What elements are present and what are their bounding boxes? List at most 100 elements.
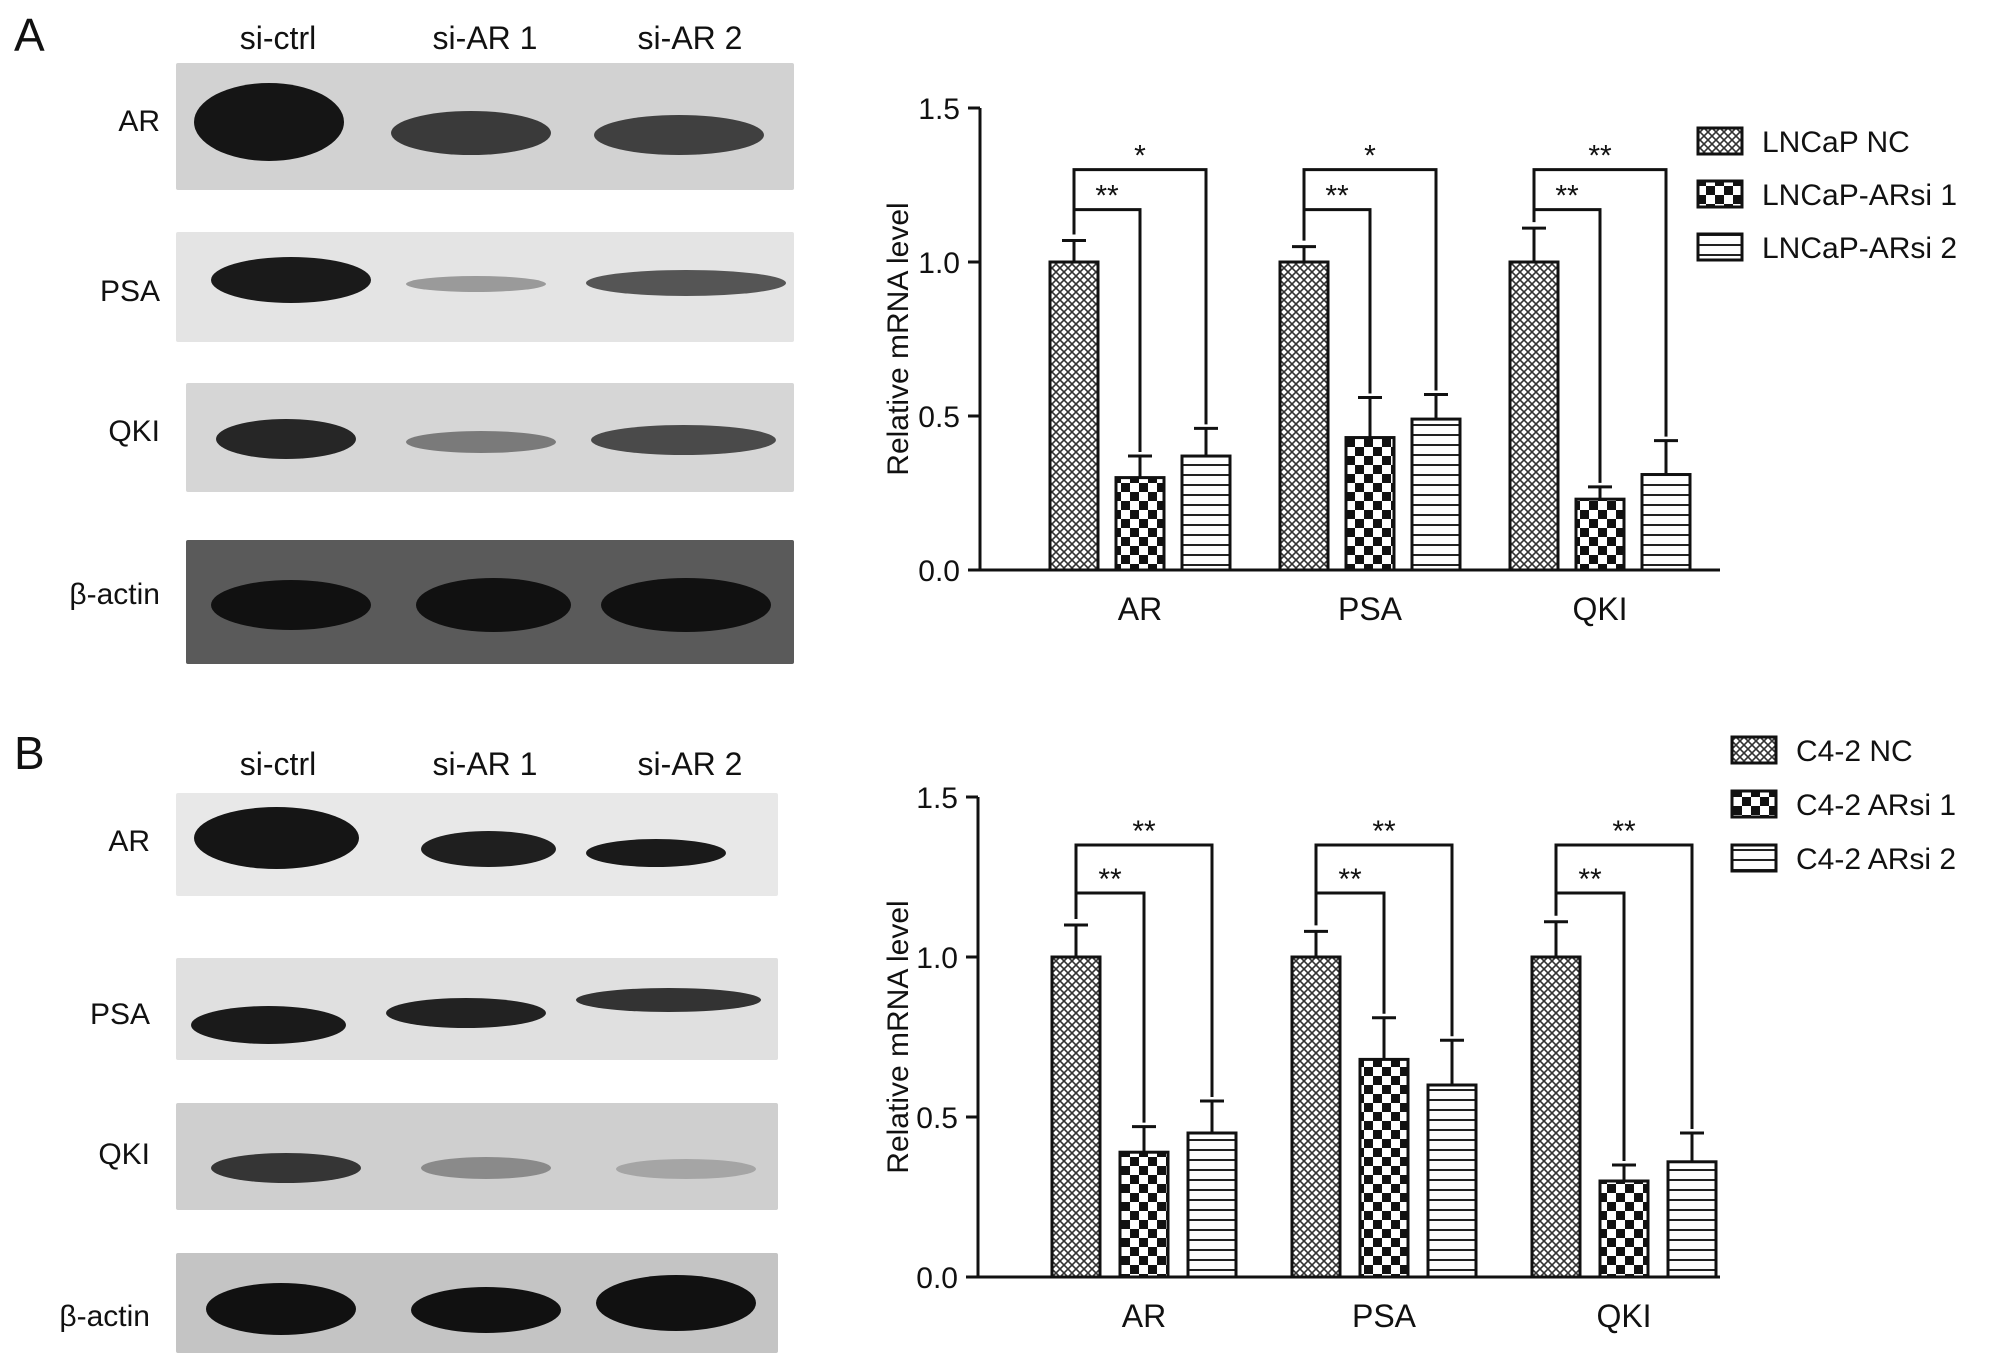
y-tick-label: 1.0 xyxy=(916,942,958,975)
significance-bracket xyxy=(1554,891,1626,1161)
x-tick-label: PSA xyxy=(1352,1298,1417,1334)
x-tick-label: PSA xyxy=(1338,591,1403,627)
blot-band xyxy=(586,839,726,867)
bar xyxy=(1050,955,1102,1279)
bar xyxy=(1358,1057,1410,1279)
lane-label-si-ar-2: si-AR 2 xyxy=(637,20,743,56)
y-axis-label: Relative mRNA level xyxy=(882,900,915,1173)
significance-bracket xyxy=(1314,843,1454,1037)
significance-bracket xyxy=(1314,891,1386,1014)
bar xyxy=(1640,473,1692,572)
bar xyxy=(1574,497,1626,572)
bar xyxy=(1278,260,1330,572)
lane-label-si-ctrl: si-ctrl xyxy=(239,746,317,782)
bar xyxy=(1598,1179,1650,1279)
legend-swatch xyxy=(1696,126,1744,156)
significance-bracket xyxy=(1532,168,1668,437)
bar xyxy=(1290,955,1342,1279)
blot-strip-qki xyxy=(186,383,794,492)
significance-label: * xyxy=(1364,140,1376,173)
bar xyxy=(1508,260,1560,572)
significance-label: ** xyxy=(1578,863,1602,896)
blot-band xyxy=(194,807,359,869)
legend-swatch xyxy=(1730,735,1778,765)
row-label-qki: QKI xyxy=(108,415,160,448)
row-label-qki: QKI xyxy=(98,1138,150,1171)
panel-letter-b: B xyxy=(14,727,45,779)
x-tick-label: AR xyxy=(1118,591,1162,627)
y-tick-label: 1.5 xyxy=(918,93,960,126)
blot-band xyxy=(416,578,571,632)
blot-band xyxy=(191,1006,346,1044)
blot-band xyxy=(586,270,786,296)
significance-bracket xyxy=(1302,168,1438,391)
blot-band xyxy=(616,1159,756,1179)
blot-band xyxy=(594,115,764,155)
blot-band xyxy=(411,1287,561,1333)
significance-bracket xyxy=(1074,891,1146,1123)
y-tick-label: 0.5 xyxy=(918,401,960,434)
significance-label: * xyxy=(1134,140,1146,173)
row-label-ar: AR xyxy=(108,825,150,858)
row-label-beta-actin: β-actin xyxy=(59,1300,150,1333)
bar xyxy=(1666,1160,1718,1279)
blot-band xyxy=(386,998,546,1028)
y-tick-label: 0.5 xyxy=(916,1102,958,1135)
x-tick-label: QKI xyxy=(1572,591,1627,627)
lane-label-si-ar-1: si-AR 1 xyxy=(432,20,538,56)
bar xyxy=(1118,1150,1170,1279)
blot-band xyxy=(194,83,344,161)
row-label-psa: PSA xyxy=(89,998,150,1031)
significance-label: ** xyxy=(1588,140,1612,173)
legend-label: LNCaP-ARsi 2 xyxy=(1762,232,1957,265)
significance-bracket xyxy=(1302,208,1372,394)
significance-bracket xyxy=(1074,843,1214,1097)
significance-bracket xyxy=(1072,168,1208,425)
bar xyxy=(1186,1131,1238,1279)
blot-strip-ar xyxy=(176,63,794,190)
legend-swatch xyxy=(1696,179,1744,209)
blot-band xyxy=(406,431,556,453)
blot-band xyxy=(421,1157,551,1179)
bar-chart-b: 0.0 0.5 1.0 1.5 Relative mRNA level AR ** ** PSA… xyxy=(882,735,1956,1334)
y-tick-label: 1.5 xyxy=(916,782,958,815)
blot-strip-psa xyxy=(176,232,794,342)
blot-band xyxy=(216,419,356,459)
blot-band xyxy=(596,1275,756,1331)
blot-strip-qki xyxy=(176,1103,778,1210)
bar xyxy=(1180,454,1232,572)
blot-band xyxy=(591,425,776,455)
bar xyxy=(1344,436,1396,572)
significance-bracket xyxy=(1554,843,1694,1129)
lane-label-si-ctrl: si-ctrl xyxy=(239,20,317,56)
blot-band xyxy=(211,1153,361,1183)
legend-swatch xyxy=(1696,232,1744,262)
blot-band xyxy=(601,578,771,632)
significance-label: ** xyxy=(1612,815,1636,848)
row-label-beta-actin: β-actin xyxy=(69,578,160,611)
significance-label: ** xyxy=(1372,815,1396,848)
blot-strip-ar xyxy=(176,793,778,896)
significance-label: ** xyxy=(1555,180,1579,213)
legend-label: C4-2 ARsi 1 xyxy=(1796,789,1956,822)
legend-swatch xyxy=(1730,789,1778,819)
significance-label: ** xyxy=(1132,815,1156,848)
blot-band xyxy=(211,257,371,303)
blot-band xyxy=(211,580,371,630)
significance-label: ** xyxy=(1098,863,1122,896)
bar xyxy=(1114,476,1166,572)
y-tick-label: 1.0 xyxy=(918,247,960,280)
legend-swatch xyxy=(1730,843,1778,873)
blot-band xyxy=(421,831,556,867)
y-axis-label: Relative mRNA level xyxy=(882,202,915,475)
blot-band xyxy=(576,988,761,1012)
blot-band xyxy=(206,1283,356,1335)
significance-label: ** xyxy=(1338,863,1362,896)
significance-label: ** xyxy=(1325,180,1349,213)
blot-strip-psa xyxy=(176,958,778,1060)
row-label-ar: AR xyxy=(118,105,160,138)
bar xyxy=(1048,260,1100,572)
lane-label-si-ar-1: si-AR 1 xyxy=(432,746,538,782)
blot-strip-beta-actin xyxy=(186,540,794,664)
